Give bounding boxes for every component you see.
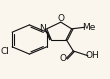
Text: N: N <box>39 24 46 33</box>
Text: Me: Me <box>82 23 95 32</box>
Text: Cl: Cl <box>1 47 10 56</box>
Text: O: O <box>57 14 64 23</box>
Text: O: O <box>60 54 66 63</box>
Text: OH: OH <box>85 51 99 60</box>
